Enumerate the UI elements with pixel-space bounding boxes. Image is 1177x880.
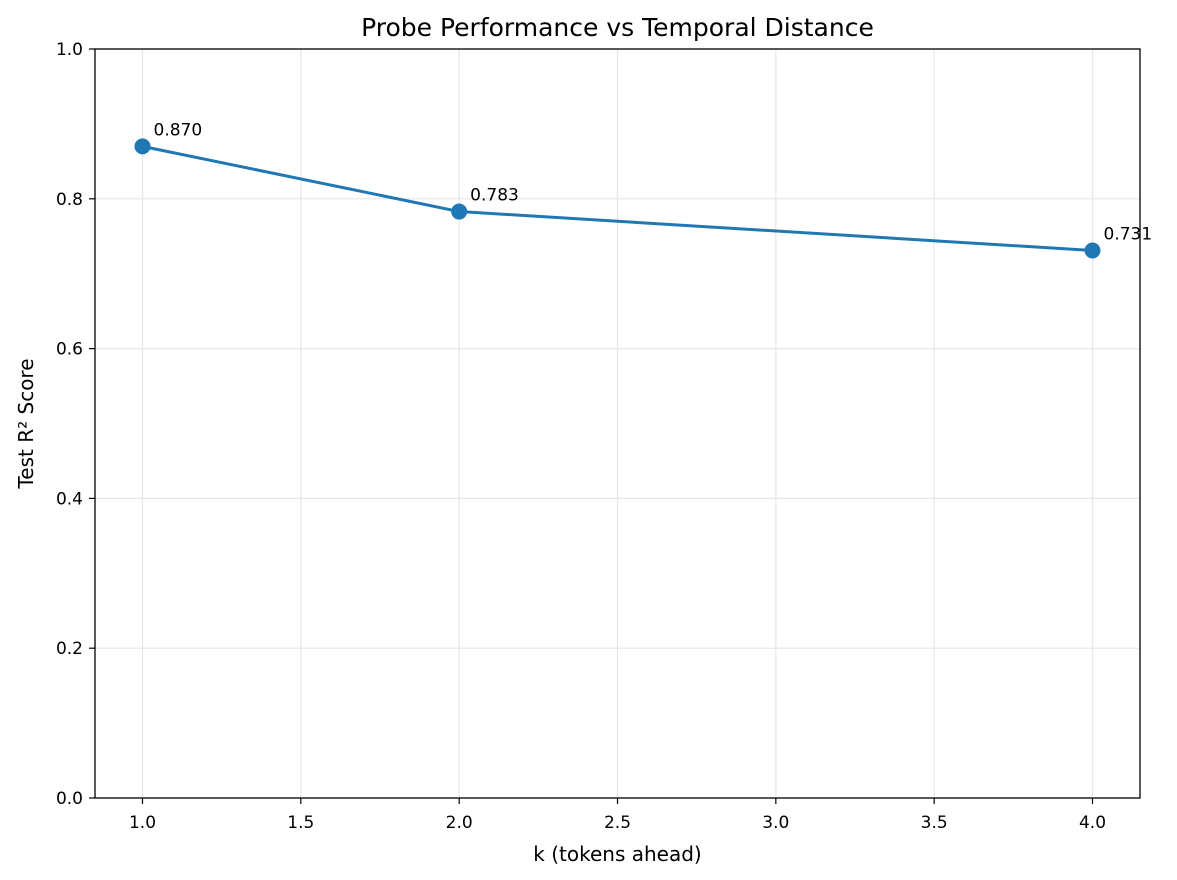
x-tick-label: 3.0 — [762, 813, 789, 833]
x-tick-label: 2.0 — [446, 813, 473, 833]
data-series — [134, 138, 1101, 259]
y-tick-label: 0.4 — [56, 489, 83, 509]
data-point — [1084, 242, 1101, 259]
x-tick-label: 4.0 — [1079, 813, 1106, 833]
x-tick-label: 2.5 — [604, 813, 631, 833]
data-point-label: 0.731 — [1104, 224, 1153, 244]
y-tick-label: 0.2 — [56, 639, 83, 659]
y-axis-label: Test R² Score — [14, 358, 38, 489]
axis-ticks: 1.0 1.5 2.0 2.5 3.0 3.5 4.0 0.0 0.2 0.4 0.6 0.8 1.0 — [56, 40, 1106, 833]
data-point-label: 0.870 — [154, 120, 203, 140]
x-axis-label: k (tokens ahead) — [533, 842, 701, 866]
y-tick-label: 0.0 — [56, 789, 83, 809]
y-tick-label: 0.6 — [56, 340, 83, 360]
y-tick-label: 1.0 — [56, 40, 83, 60]
data-point — [134, 138, 151, 155]
x-tick-label: 3.5 — [921, 813, 948, 833]
data-labels: 0.870 0.783 0.731 — [154, 120, 1153, 244]
x-tick-label: 1.5 — [287, 813, 314, 833]
data-point-label: 0.783 — [470, 186, 519, 206]
y-tick-label: 0.8 — [56, 190, 83, 210]
data-point — [451, 203, 468, 220]
chart-title: Probe Performance vs Temporal Distance — [361, 13, 874, 42]
x-tick-label: 1.0 — [129, 813, 156, 833]
